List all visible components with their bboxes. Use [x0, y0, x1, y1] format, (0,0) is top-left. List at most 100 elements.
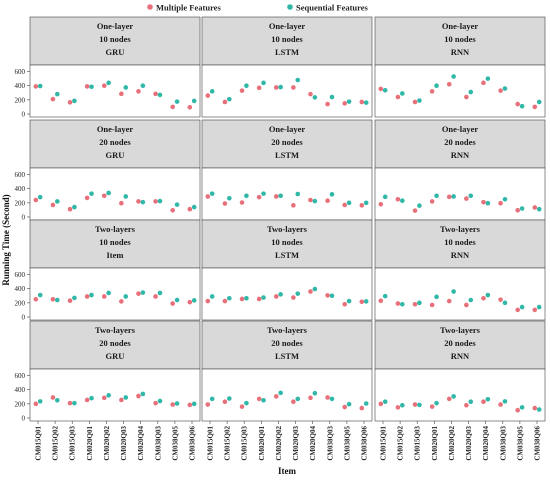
data-point: [106, 190, 111, 196]
panel-frame: [29, 368, 201, 422]
strip-label-0: Two-layers: [440, 325, 481, 335]
data-point: [84, 84, 90, 89]
panel-4: One-layer 20 nodes LSTM: [201, 119, 373, 221]
data-point: [464, 302, 469, 308]
data-point: [325, 101, 330, 107]
data-point: [140, 391, 146, 397]
data-point: [312, 390, 318, 396]
strip-label-0: One-layer: [97, 21, 134, 31]
data-point: [363, 401, 369, 406]
data-point: [187, 206, 193, 212]
data-point: [342, 101, 347, 106]
data-point: [359, 99, 365, 105]
data-point: [515, 407, 520, 413]
data-point: [273, 294, 279, 299]
panel-9: Two-layers 20 nodes GRU 0 200 400 600 CM015Q01 C…: [15, 320, 201, 461]
strip-label-0: Two-layers: [267, 325, 308, 335]
data-point: [89, 395, 94, 401]
y-tick-label: 0: [22, 111, 26, 119]
strip-label-1: 10 nodes: [99, 237, 131, 247]
data-point: [329, 396, 335, 402]
y-tick-label: 600: [15, 68, 26, 76]
data-point: [222, 399, 228, 405]
panel-strip: [201, 320, 373, 370]
data-point: [536, 206, 542, 212]
data-point: [515, 307, 520, 313]
x-tick-label: CM020Q04: [309, 426, 317, 461]
data-point: [502, 86, 508, 91]
data-point: [222, 201, 228, 206]
data-point: [446, 396, 452, 402]
data-point: [434, 400, 439, 406]
data-point: [515, 207, 520, 213]
data-point: [502, 197, 508, 202]
data-point: [417, 300, 422, 306]
y-tick-label: 600: [15, 171, 26, 179]
data-point: [256, 296, 262, 302]
data-point: [434, 193, 439, 199]
data-point: [222, 298, 228, 304]
data-point: [536, 407, 542, 412]
x-tick-label: CM038Q06: [361, 426, 369, 461]
data-point: [227, 396, 232, 401]
x-tick-label: CM038Q06: [534, 426, 542, 461]
strip-label-0: One-layer: [97, 124, 134, 134]
data-point: [101, 395, 107, 401]
data-point: [291, 295, 296, 300]
data-point: [342, 404, 347, 410]
data-point: [261, 191, 266, 196]
data-point: [261, 80, 266, 86]
data-point: [227, 195, 232, 201]
data-point: [536, 304, 542, 310]
data-point: [464, 402, 469, 408]
data-point: [140, 83, 146, 88]
data-point: [244, 295, 249, 301]
x-tick-label: CM038Q03: [326, 426, 334, 461]
data-point: [273, 194, 279, 199]
strip-label-1: 10 nodes: [271, 34, 303, 44]
y-tick-label: 0: [22, 415, 26, 423]
data-point: [308, 395, 313, 401]
data-point: [50, 96, 56, 102]
data-point: [312, 198, 318, 204]
data-point: [451, 74, 456, 79]
data-point: [136, 89, 141, 94]
data-point: [205, 194, 211, 199]
x-tick-label: CM015Q01: [207, 426, 215, 461]
data-point: [395, 94, 401, 100]
data-point: [359, 405, 365, 411]
data-point: [55, 199, 60, 204]
data-point: [106, 290, 111, 296]
data-point: [382, 194, 388, 200]
data-point: [170, 402, 175, 407]
data-point: [481, 80, 486, 86]
data-point: [395, 197, 401, 202]
data-point: [498, 88, 503, 93]
x-tick-label: CM020Q03: [292, 426, 300, 461]
data-point: [67, 100, 73, 105]
data-point: [67, 400, 73, 406]
data-point: [153, 400, 158, 406]
data-point: [244, 400, 249, 406]
x-tick-label: CM015Q01: [380, 426, 388, 461]
x-tick-label: CM038Q05: [516, 426, 524, 461]
data-point: [446, 81, 452, 87]
data-point: [123, 294, 129, 299]
data-point: [209, 89, 215, 94]
data-point: [119, 91, 124, 97]
data-point: [519, 304, 525, 310]
data-point: [205, 402, 211, 407]
data-point: [378, 401, 384, 407]
data-point: [291, 203, 296, 208]
data-point: [464, 94, 469, 100]
y-tick-label: 400: [15, 386, 26, 394]
panel-strip: [29, 16, 201, 66]
data-point: [33, 84, 39, 89]
data-point: [50, 395, 56, 400]
strip-label-2: Item: [107, 250, 124, 260]
data-point: [227, 295, 232, 301]
strip-label-1: 20 nodes: [99, 137, 131, 147]
data-point: [342, 202, 347, 208]
y-tick-label: 200: [15, 299, 26, 307]
x-tick-label: CM038Q05: [343, 426, 351, 461]
